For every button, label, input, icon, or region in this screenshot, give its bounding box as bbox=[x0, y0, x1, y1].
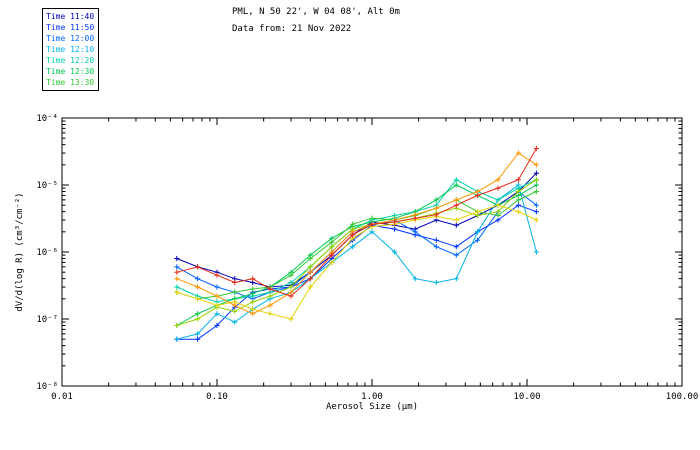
series-line bbox=[176, 190, 537, 300]
x-tick-label: 100.00 bbox=[666, 392, 699, 402]
legend-item: Time 12:10 bbox=[46, 45, 95, 54]
chart-subtitle: Data from: 21 Nov 2022 bbox=[232, 24, 352, 34]
x-tick-label: 10.00 bbox=[513, 392, 540, 402]
series-line bbox=[176, 184, 537, 340]
x-tick-label: 0.10 bbox=[206, 392, 228, 402]
x-tick-label: 0.01 bbox=[51, 392, 73, 402]
y-tick-label: 10⁻⁷ bbox=[36, 315, 58, 325]
legend-item: Time 12:20 bbox=[46, 56, 95, 65]
legend-item: Time 13:30 bbox=[46, 78, 95, 87]
series-markers bbox=[174, 182, 539, 342]
series-markers bbox=[174, 177, 539, 305]
series-line bbox=[176, 191, 537, 300]
y-axis-label: dV/d(log R) (cm³/cm⁻²) bbox=[15, 192, 25, 312]
x-tick-label: 1.00 bbox=[361, 392, 383, 402]
legend-item: Time 12:00 bbox=[46, 34, 95, 43]
series-markers bbox=[174, 177, 539, 329]
legend-box: Time 11:40 Time 11:50 Time 12:00 Time 12:10… bbox=[42, 8, 100, 91]
series-markers bbox=[174, 188, 539, 302]
legend-item: Time 11:40 bbox=[46, 12, 95, 21]
series-line bbox=[176, 184, 537, 326]
series-markers bbox=[174, 182, 539, 329]
axes-frame bbox=[61, 117, 683, 387]
series-line bbox=[176, 204, 537, 320]
series-markers bbox=[174, 188, 539, 302]
series-line bbox=[176, 148, 537, 297]
chart-title: PML, N 50 22', W 04 08', Alt 0m bbox=[232, 7, 400, 17]
y-tick-label: 10⁻⁶ bbox=[36, 248, 58, 258]
y-tick-label: 10⁻⁵ bbox=[36, 181, 58, 191]
series-markers bbox=[174, 145, 539, 299]
x-axis-label: Aerosol Size (μm) bbox=[325, 402, 419, 412]
series-markers bbox=[174, 150, 539, 317]
legend-item: Time 12:30 bbox=[46, 67, 95, 76]
legend-item: Time 11:50 bbox=[46, 23, 95, 32]
y-tick-label: 10⁻⁸ bbox=[36, 382, 58, 392]
y-tick-label: 10⁻⁴ bbox=[36, 114, 58, 124]
